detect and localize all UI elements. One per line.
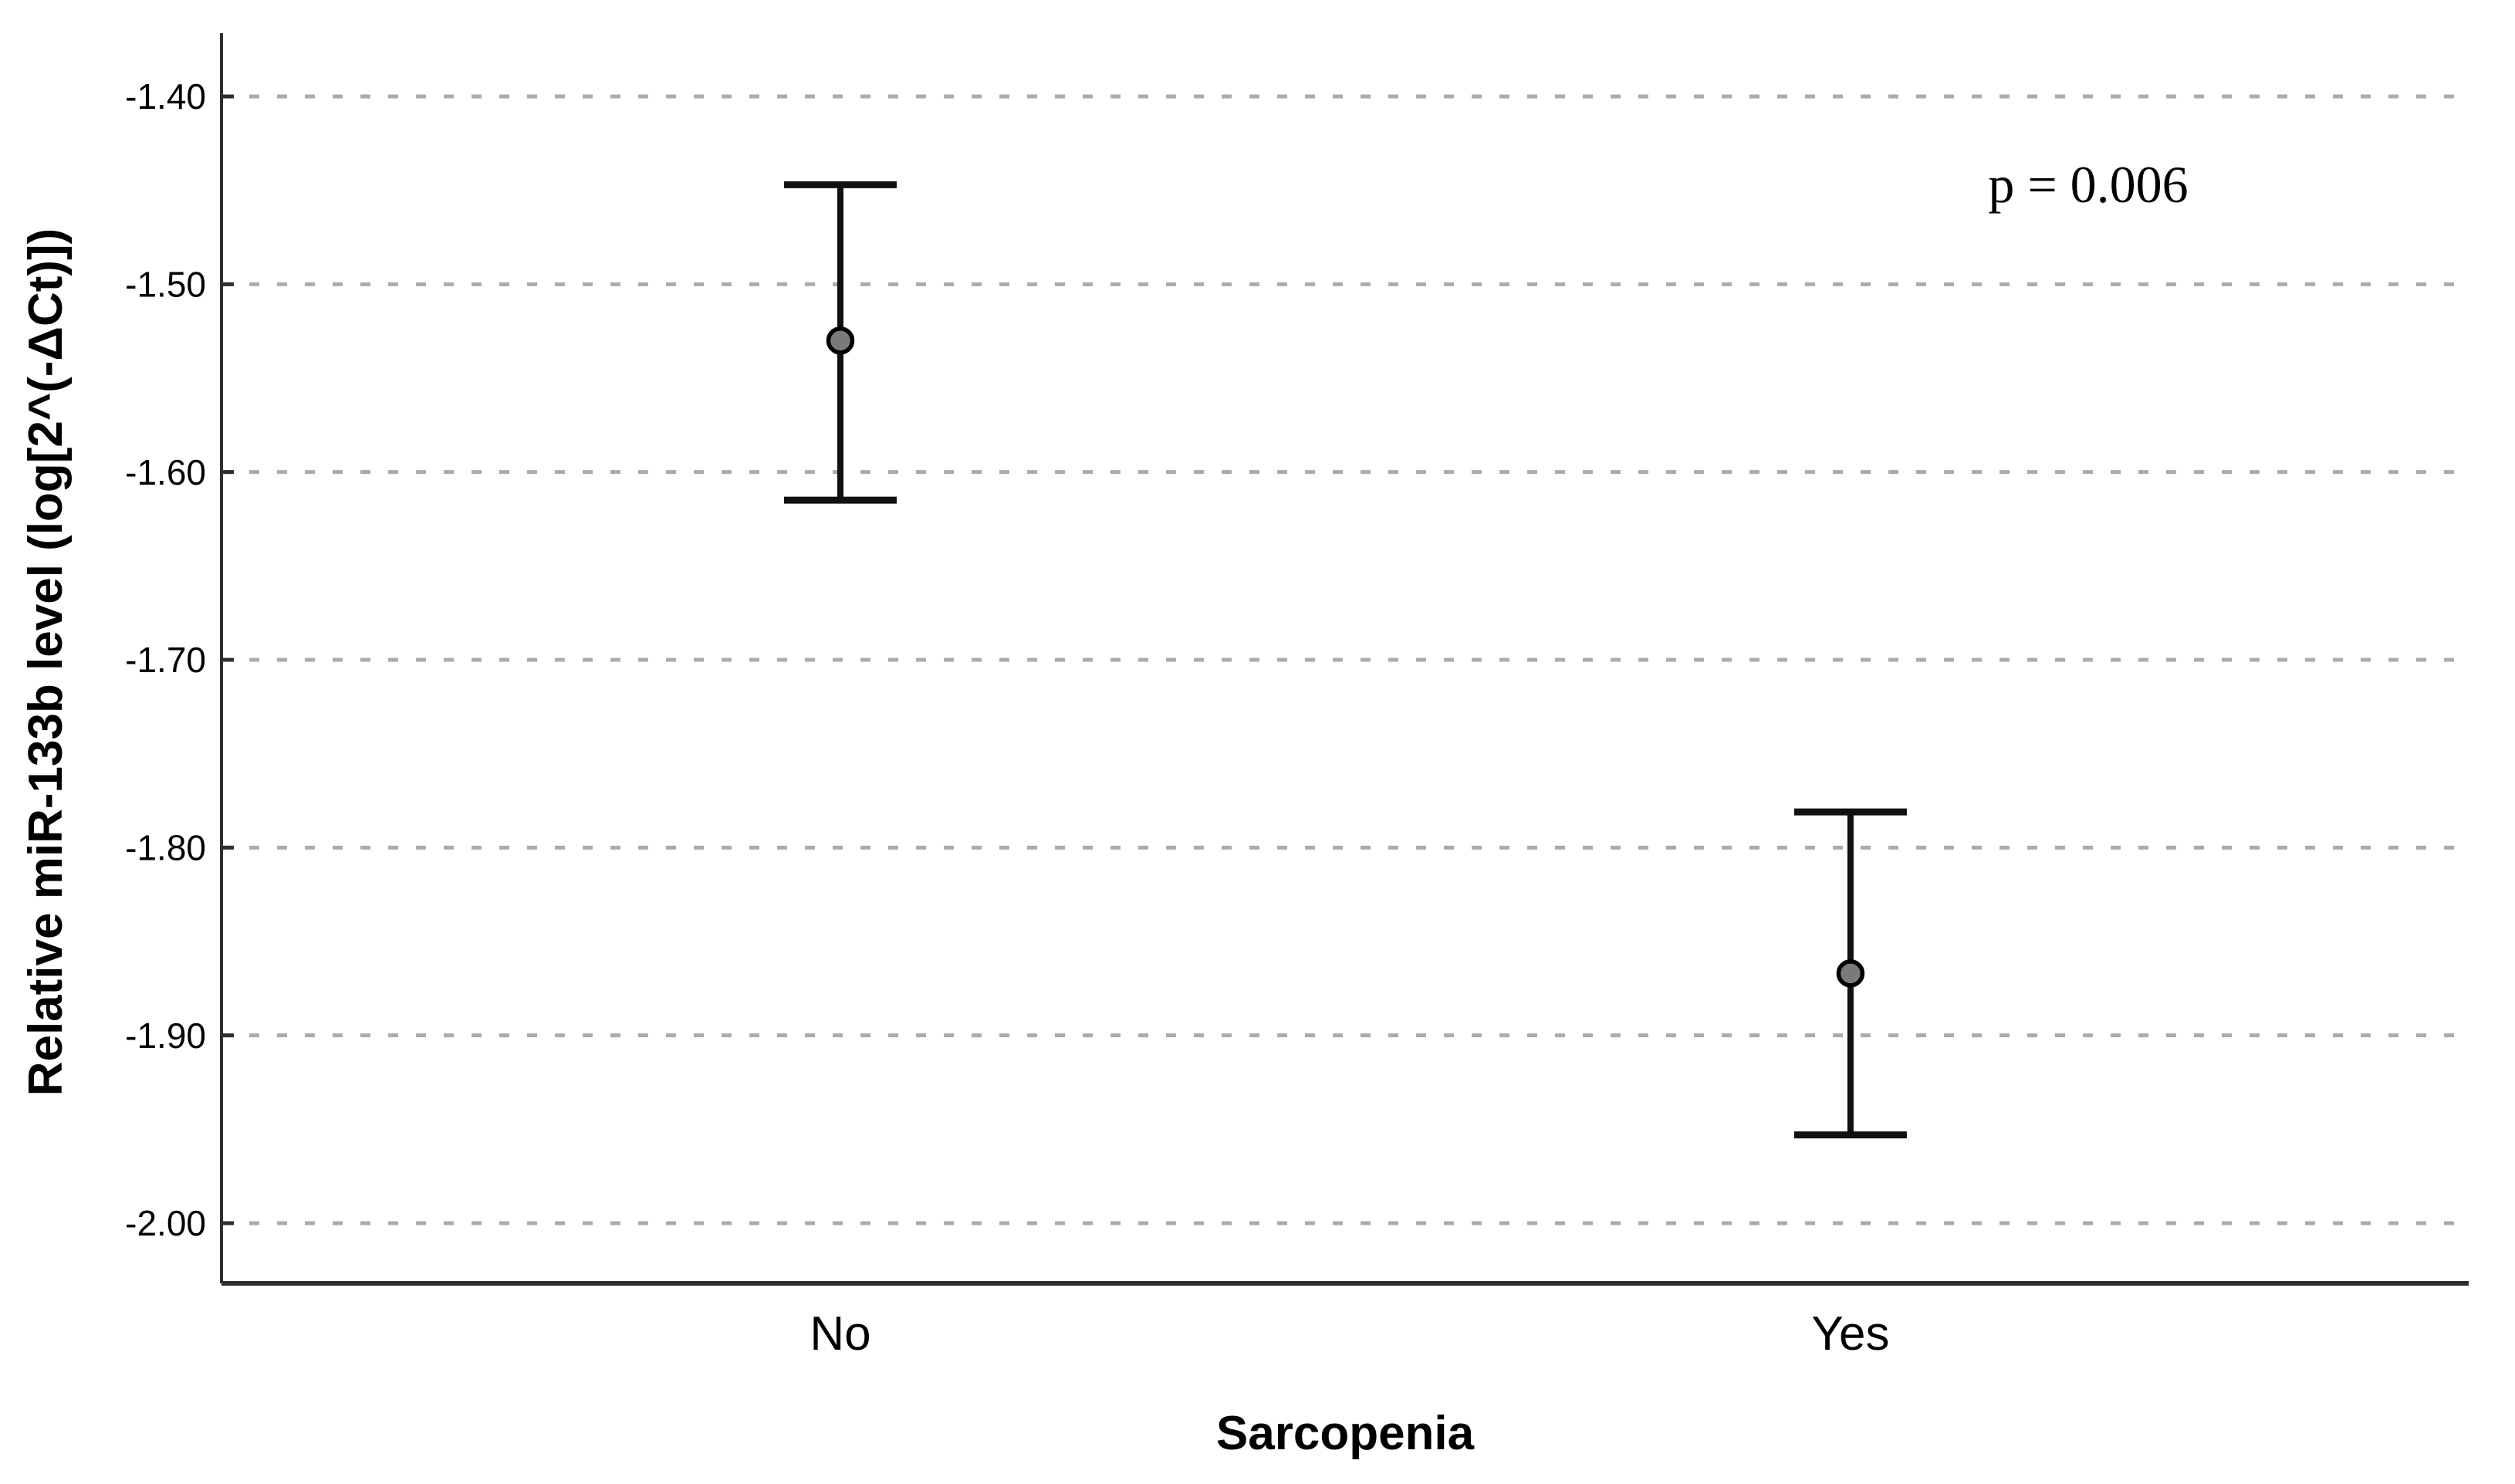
gridlines-group [221,94,2462,1225]
y-tick-label: -1.60 [125,452,206,492]
x-category-label: No [810,1307,870,1361]
p-value-annotation: p = 0.006 [1988,155,2188,214]
mean-marker [826,326,855,355]
y-tick-label: -1.90 [125,1016,206,1056]
y-tick-label: -1.40 [125,76,206,117]
y-tick-label: -1.80 [125,827,206,867]
error-bar-series-group [783,181,1907,1139]
axes-group [220,33,2469,1286]
y-axis-title: Relative miR-133b level (log[2^(-ΔCt)]) [19,228,73,1097]
x-category-label: Yes [1811,1307,1889,1361]
y-tick-label: -1.70 [125,640,206,680]
error-bar-yes [1793,808,1907,1139]
axis-labels-group: Relative miR-133b level (log[2^(-ΔCt)]) … [19,76,2189,1460]
error-bar-no [783,181,897,504]
mean-marker [1836,959,1865,988]
y-tick-label: -1.50 [125,264,206,304]
y-tick-label: -2.00 [125,1203,206,1243]
x-axis-title: Sarcopenia [1216,1407,1475,1460]
